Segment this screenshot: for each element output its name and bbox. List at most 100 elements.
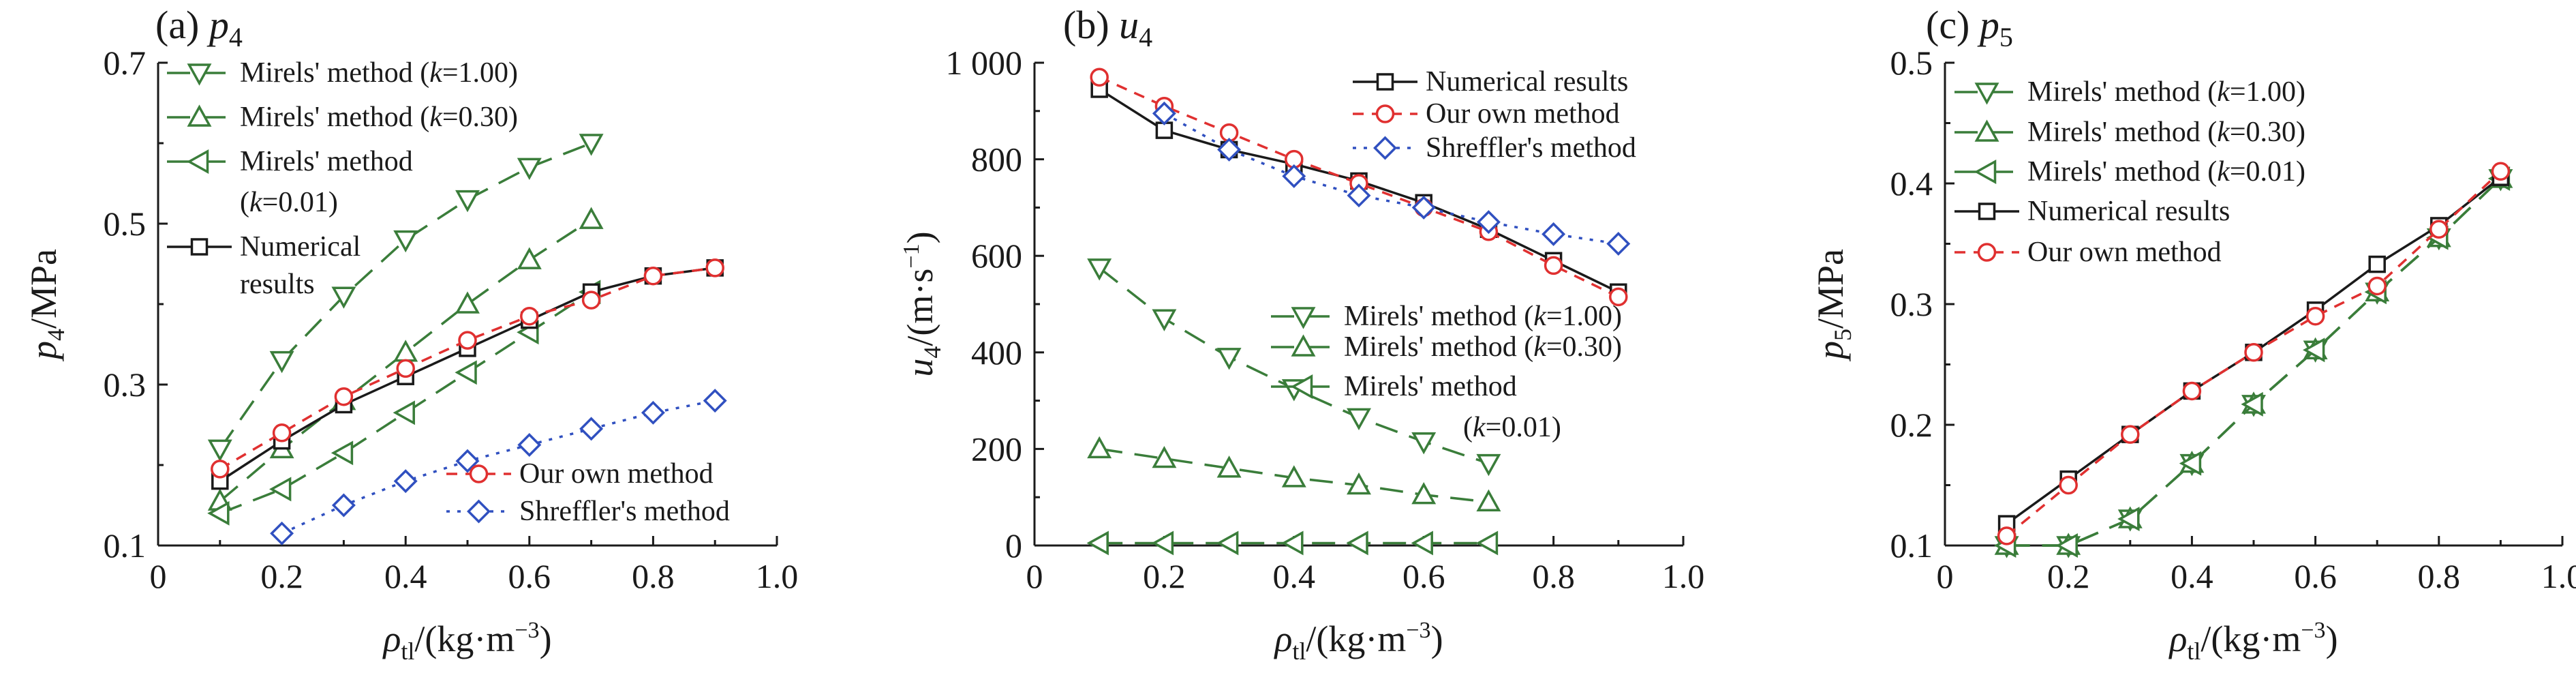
- x-axis-label-exp: −3: [515, 618, 539, 643]
- legend-label-ours: Our own method: [1426, 98, 1620, 130]
- legend-paren: (: [240, 187, 249, 218]
- x-axis-label-close: ): [540, 618, 552, 659]
- data-point-mirels_k100: [269, 350, 294, 374]
- x-tick-label: 1.0: [2541, 557, 2576, 595]
- data-point-mirels_k100: [1347, 408, 1371, 430]
- data-point-mirels_k100: [1476, 453, 1501, 477]
- data-point-shreffler: [1282, 164, 1306, 188]
- y-axis-label: u4/(m·s−1): [899, 231, 946, 376]
- x-tick-label: 1.0: [1662, 557, 1705, 595]
- data-point-mirels_k001: [2117, 507, 2140, 532]
- x-axis-label-unit: /(kg·m: [414, 618, 515, 659]
- x-axis-label-var: ρ: [2168, 618, 2187, 659]
- legend-marker-ours: [1375, 104, 1395, 123]
- data-point-shreffler: [1217, 137, 1242, 162]
- x-tick-label: 0.8: [2418, 557, 2461, 595]
- x-tick-label: 0.4: [2171, 557, 2213, 595]
- x-axis-label-close: ): [2326, 618, 2338, 659]
- legend-text-part: Mirels' method: [1344, 331, 1524, 363]
- data-point-mirels_k001: [2179, 451, 2202, 476]
- legend-label-mirels_k030: Mirels' method (k=0.30): [1344, 331, 1622, 363]
- y-axis-label-sub: 4: [919, 346, 946, 359]
- x-tick-label: 0.8: [1532, 557, 1575, 595]
- y-axis-label-var: u: [900, 359, 940, 377]
- data-point-ours: [334, 387, 354, 406]
- panel-title-var: p: [1977, 3, 1999, 47]
- data-point-ours: [2491, 162, 2511, 181]
- data-point-ours: [2121, 425, 2140, 444]
- legend-kval: =0.30): [442, 102, 518, 133]
- legend-label-mirels_k030: Mirels' method (k=0.30): [2027, 117, 2305, 148]
- data-point-shreffler: [703, 389, 727, 413]
- data-point-ours: [2367, 276, 2387, 296]
- data-point-mirels_k030: [1281, 465, 1306, 488]
- legend-label-mirels_k001: Mirels' method (k=0.01): [2027, 156, 2305, 188]
- x-axis-label-sub: tl: [2187, 638, 2201, 665]
- legend-kval: =0.01): [1486, 412, 1561, 443]
- y-axis-label: p4/MPa: [23, 249, 70, 362]
- legend-label-ours: Our own method: [519, 458, 714, 490]
- y-tick-label: 0.5: [104, 205, 147, 243]
- data-point-ours: [1997, 526, 2017, 545]
- y-axis-label-var: p: [1810, 341, 1851, 362]
- data-point-shreffler: [455, 449, 480, 473]
- data-point-mirels_k001: [207, 500, 230, 526]
- panel-a: 0 0.2 0.4 0.6 0.8 1.00.10.30.50.7(a) p4ρtl/(k…: [23, 3, 798, 665]
- legend-text-part: Mirels' method: [2027, 117, 2207, 148]
- y-tick-label: 0.7: [104, 44, 147, 82]
- legend-k: k: [429, 102, 443, 133]
- legend: Mirels' method (k=1.00)Mirels' method (k…: [1954, 76, 2305, 268]
- data-point-mirels_k030: [455, 291, 480, 314]
- y-axis-label-sub: 5: [1829, 329, 1856, 341]
- data-point-ours: [705, 258, 724, 278]
- data-point-ours: [2182, 381, 2202, 401]
- legend-k: k: [1473, 412, 1486, 443]
- series-line-ours: [1099, 76, 1619, 298]
- series-ours: [211, 258, 724, 479]
- x-tick-label: 0.6: [2294, 557, 2337, 595]
- legend-text-part: Mirels' method: [1344, 301, 1524, 332]
- data-point-ours: [581, 290, 601, 310]
- data-point-shreffler: [1542, 222, 1566, 246]
- legend-text-part: Mirels' method: [240, 57, 420, 89]
- series-mirels_k100: [207, 134, 604, 462]
- x-tick-label: 0: [1937, 557, 1954, 595]
- legend-label-mirels_k030: Mirels' method (k=0.30): [240, 102, 518, 133]
- legend: Mirels' method (k=1.00)Mirels' method (k…: [167, 57, 518, 300]
- data-point-shreffler: [270, 521, 294, 545]
- x-tick-label: 0.8: [632, 557, 675, 595]
- data-point-mirels_k001: [1346, 530, 1368, 556]
- data-point-ours: [2305, 306, 2325, 326]
- x-tick-label: 0.6: [1402, 557, 1445, 595]
- legend-kval: =0.30): [2230, 117, 2305, 148]
- panel-title-sub: 4: [1139, 22, 1152, 53]
- legend-k: k: [1533, 301, 1547, 332]
- legend-text-part: Mirels' method: [2027, 76, 2207, 108]
- y-tick-label: 0.5: [1890, 44, 1933, 82]
- legend-marker-mirels_k030: [187, 104, 212, 127]
- data-point-mirels_k030: [1152, 445, 1177, 468]
- data-point-mirels_k100: [207, 439, 232, 462]
- data-point-mirels_k001: [2055, 533, 2078, 558]
- data-point-mirels_k001: [1281, 530, 1304, 556]
- series-mirels_k030: [1087, 436, 1501, 512]
- data-point-shreffler: [579, 417, 604, 441]
- series-ours: [1997, 162, 2511, 545]
- legend-secondary: Mirels' method (k=1.00)Mirels' method (k…: [1271, 301, 1622, 443]
- legend-paren: (: [2207, 156, 2217, 188]
- legend-marker-mirels_k100: [187, 63, 212, 86]
- data-point-ours: [1090, 68, 1109, 87]
- panel-title-label: (c): [1926, 3, 1980, 47]
- data-point-mirels_k030: [1087, 436, 1112, 459]
- legend-marker-mirels_k100: [1974, 83, 1999, 105]
- legend-label-mirels_k001: Mirels' method: [240, 146, 413, 177]
- legend-marker-mirels_k030: [1974, 119, 1999, 142]
- y-axis-label-unit: /(m·s: [900, 269, 940, 346]
- legend-k: k: [2217, 156, 2230, 188]
- data-point-mirels_k001: [331, 440, 354, 466]
- data-point-shreffler: [1152, 101, 1176, 125]
- legend-label-numerical: results: [240, 269, 315, 300]
